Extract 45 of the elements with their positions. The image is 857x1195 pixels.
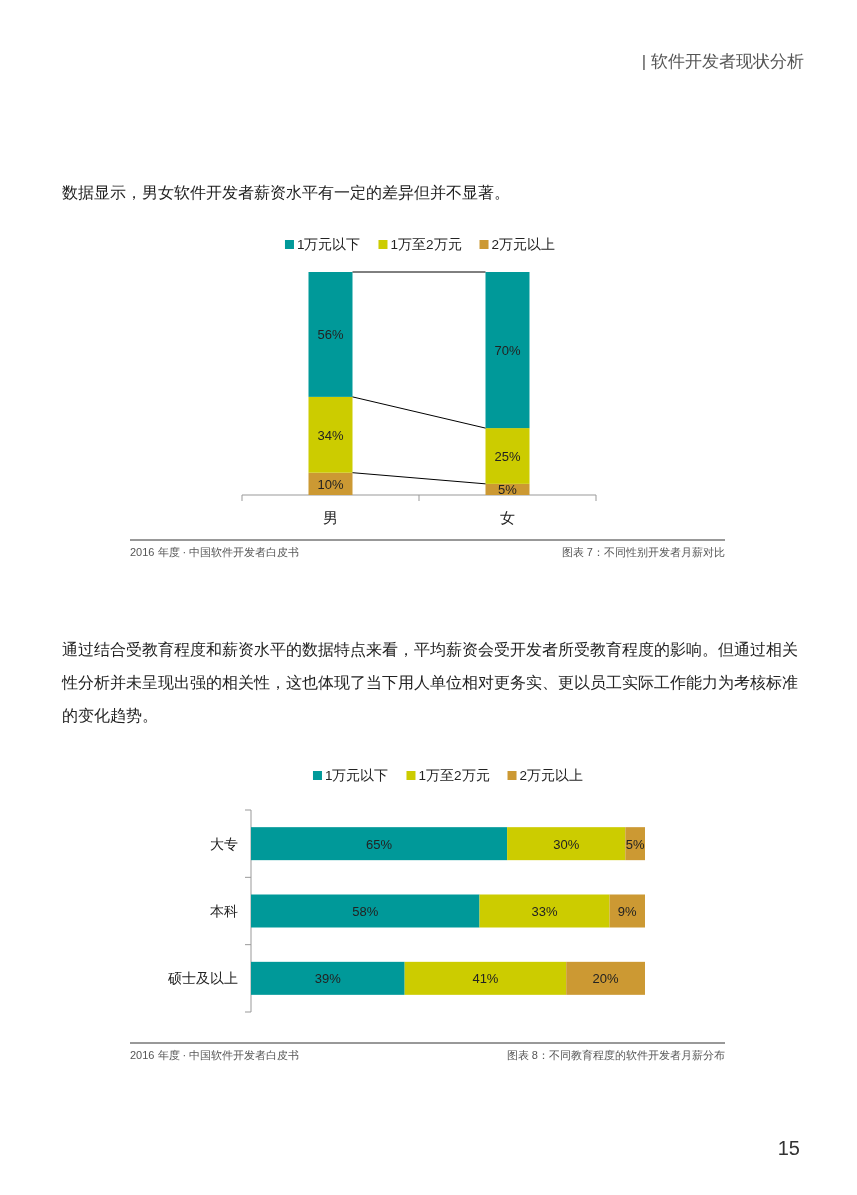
data-label: 56% [317, 327, 344, 343]
data-label: 70% [494, 343, 521, 359]
text: 2016 年度 · 中国软件开发者白皮书 [130, 1049, 300, 1061]
bar [485, 428, 530, 484]
data-label: 9% [617, 904, 638, 919]
data-label: 25% [494, 448, 521, 464]
data-label: 5% [625, 836, 645, 852]
data-label: 20% [592, 971, 620, 987]
bar [251, 827, 508, 861]
data-label: 34% [317, 427, 344, 443]
text: 图表 8：不同教育程度的软件开发者月薪分布 [506, 1049, 725, 1061]
data-label: 39% [314, 971, 342, 987]
data-label: 10% [317, 476, 344, 492]
bar [308, 396, 353, 473]
bar [251, 961, 405, 995]
y-tick-label: 硕士及以上 [167, 970, 238, 987]
bar [251, 894, 480, 928]
data-label: 30% [553, 836, 580, 852]
x-tick-label: 女 [500, 509, 515, 526]
legend-label: 1万至2万元 [418, 768, 490, 783]
legend-label: 1万元以下 [324, 768, 389, 783]
chart-subtitle: 通过结合受教育程度和薪资水平的数据特点来看，平均薪资会受开发者所受教育程度的影响。但通过相关性分析并未呈现出强的相关性，这也体现了当下用人单位相对更务实、更以员工实际工作能力为考核标准的变化趋势。 [62, 640, 799, 726]
bar [507, 827, 626, 861]
x-tick-label: 男 [323, 509, 338, 526]
bar [479, 894, 610, 928]
bar [308, 272, 353, 397]
legend-label: 2万元以上 [491, 237, 556, 252]
legend-label: 1万元以下 [296, 237, 361, 252]
legend-label: 2万元以上 [519, 768, 584, 783]
data-label: 41% [472, 971, 499, 987]
text: 2016 年度 · 中国软件开发者白皮书 [130, 546, 300, 558]
bar [404, 961, 567, 995]
y-tick-label: 本科 [210, 903, 238, 919]
bar [485, 272, 530, 429]
data-label: 65% [366, 836, 393, 852]
data-label: 5% [498, 482, 518, 498]
text: | 软件开发者现状分析 [641, 52, 804, 71]
data-label: 33% [531, 904, 558, 919]
bar [566, 961, 645, 995]
legend-label: 1万至2万元 [390, 237, 462, 252]
data-label: 58% [352, 904, 379, 919]
y-tick-label: 大专 [210, 835, 238, 852]
text: 15 [777, 1137, 800, 1159]
chart-subtitle: 数据显示，男女软件开发者薪资水平有一定的差异但并不显著。 [62, 183, 511, 203]
text: 图表 7：不同性别开发者月薪对比 [561, 546, 725, 558]
